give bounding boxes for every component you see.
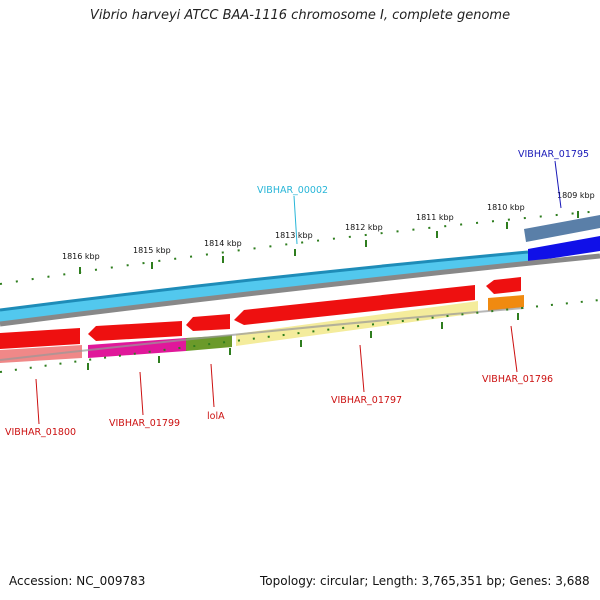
leader-VIBHAR_01800 (35, 378, 40, 425)
tick-label: 1812 kbp (345, 223, 383, 232)
gene-VIBHAR_01797 (234, 285, 475, 325)
gene-VIBHAR_01795 (528, 236, 600, 262)
tick-label: 1811 kbp (416, 213, 454, 222)
tick-label: 1815 kbp (133, 246, 171, 255)
gene-label-VIBHAR_01795: VIBHAR_01795 (518, 149, 589, 160)
leader-lolA (210, 363, 215, 408)
tick-label: 1814 kbp (204, 239, 242, 248)
leader-VIBHAR_01799 (139, 371, 144, 416)
tick-label: 1816 kbp (62, 252, 100, 261)
outer-major-ticks (79, 211, 579, 274)
tick-label: 1810 kbp (487, 203, 525, 212)
leader-VIBHAR_01796 (510, 325, 518, 373)
gene-label-lolA: lolA (207, 411, 225, 422)
tick-label: 1813 kbp (275, 231, 313, 240)
map-title: Vibrio harveyi ATCC BAA-1116 chromosome … (89, 8, 511, 23)
gene-VIBHAR_01795-top (524, 215, 600, 242)
leader-VIBHAR_01797 (359, 344, 365, 393)
track-VIBHAR_01796 (488, 295, 524, 311)
forward-cds-band-edge (0, 250, 529, 312)
gene-VIBHAR_01800 (0, 328, 80, 349)
accession-text: Accession: NC_009783 (9, 574, 146, 588)
gene-label-VIBHAR_01797: VIBHAR_01797 (331, 395, 402, 406)
gene-VIBHAR_01796 (486, 277, 521, 294)
gene-label-VIBHAR_01799: VIBHAR_01799 (109, 418, 180, 429)
gene-label-VIBHAR_01796: VIBHAR_01796 (482, 374, 553, 385)
forward-cds-band (0, 252, 528, 322)
gene-label-VIBHAR_01800: VIBHAR_01800 (5, 427, 76, 438)
inner-major-ticks (87, 313, 519, 370)
genome-summary-text: Topology: circular; Length: 3,765,351 bp… (260, 574, 590, 588)
tick-label: 1809 kbp (557, 191, 595, 200)
gene-label-VIBHAR_00002: VIBHAR_00002 (257, 185, 328, 196)
tick-labels: 1816 kbp 1815 kbp 1814 kbp 1813 kbp 1812… (62, 191, 595, 261)
lower-track-shadow (0, 307, 525, 361)
leader-VIBHAR_01795 (554, 160, 562, 209)
gene-VIBHAR_01799 (88, 321, 182, 341)
backbone-line (0, 253, 600, 327)
outer-tick-arc (0, 210, 600, 285)
leader-VIBHAR_00002 (293, 195, 298, 245)
gene-lolA (186, 314, 230, 331)
